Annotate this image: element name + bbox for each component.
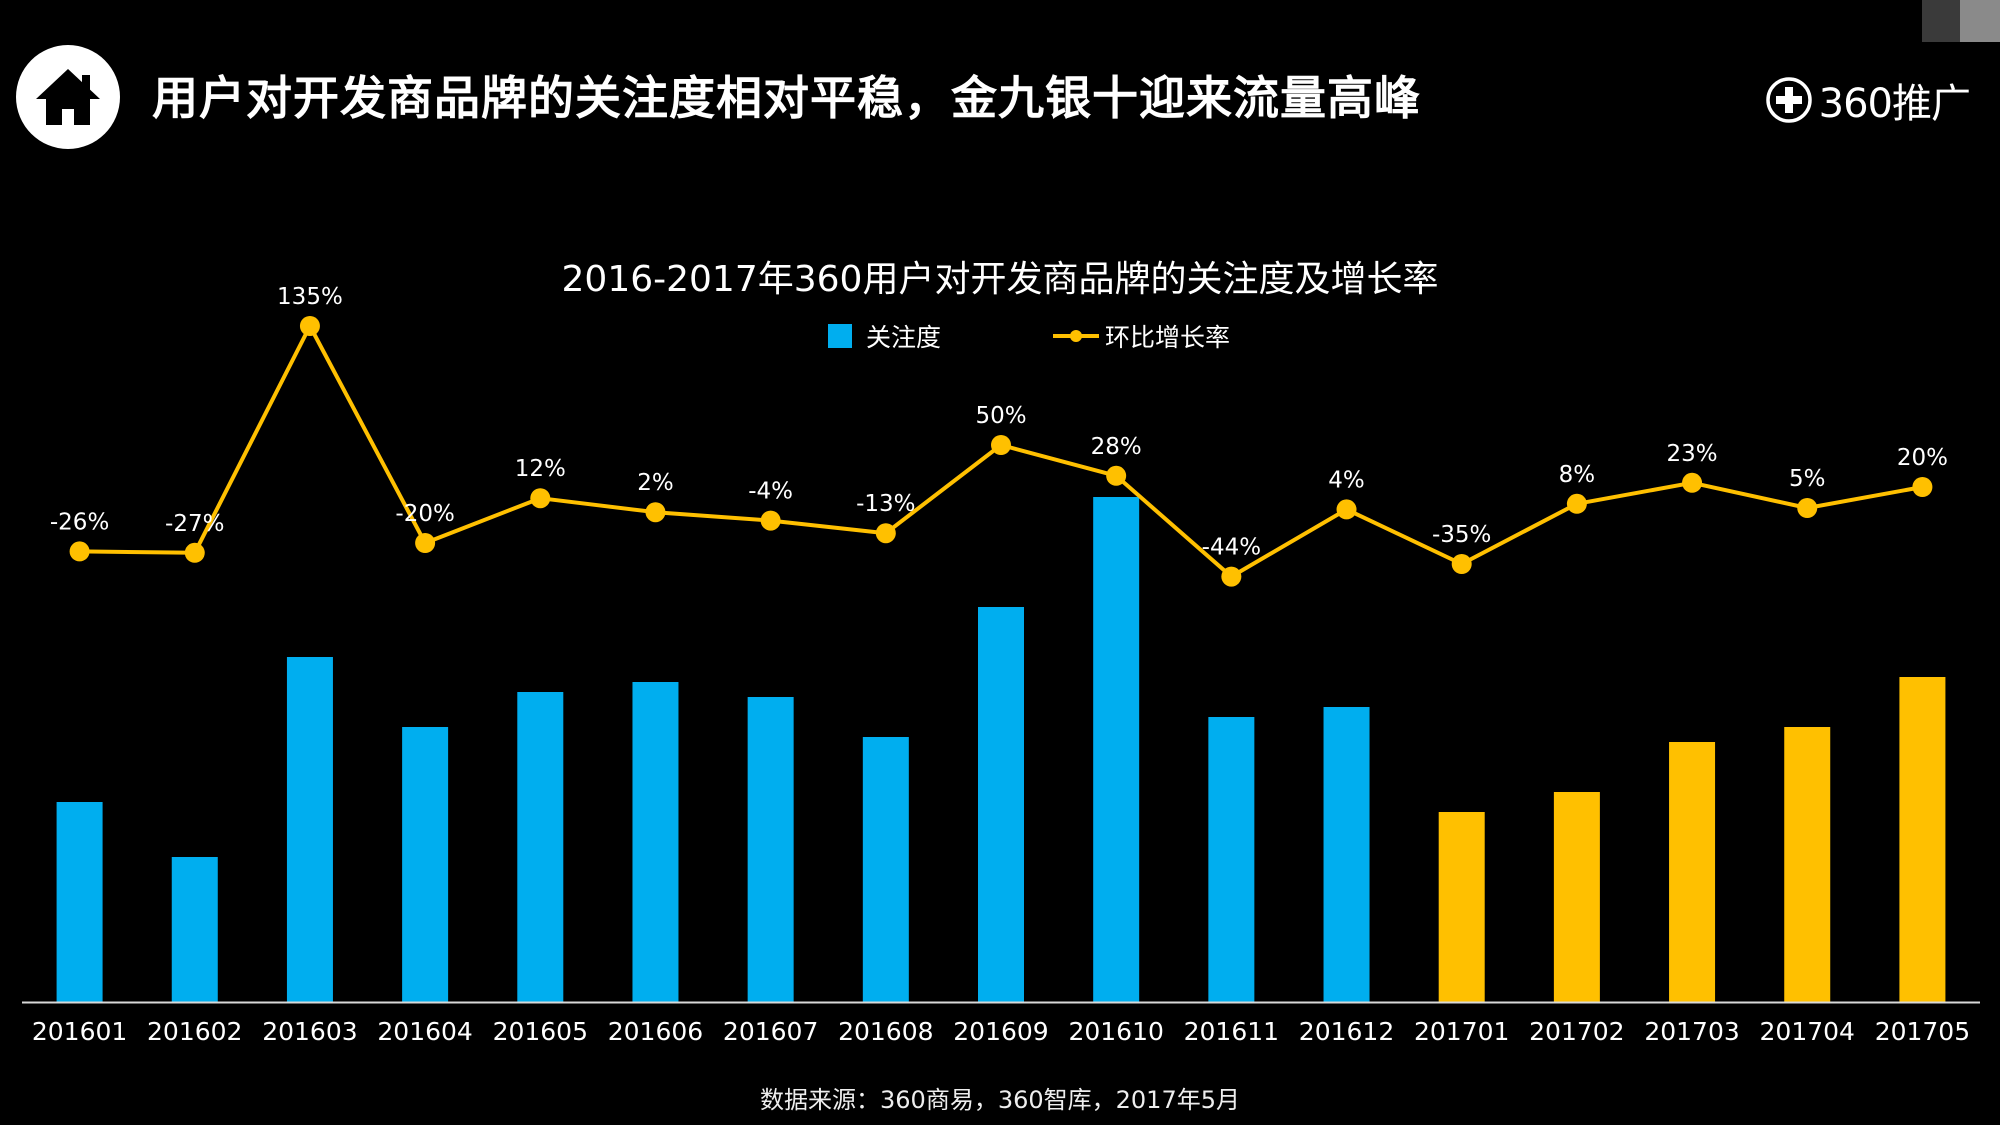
chart-title: 2016-2017年360用户对开发商品牌的关注度及增长率 <box>561 259 1439 300</box>
growth-label-201608: -13% <box>856 491 915 517</box>
growth-point-201608 <box>875 523 896 544</box>
bar-201610 <box>1093 497 1140 1002</box>
x-tick-label-201607: 201607 <box>723 1017 818 1046</box>
bar-201607 <box>747 697 794 1002</box>
bar-201611 <box>1208 717 1255 1002</box>
bar-201608 <box>862 737 909 1002</box>
x-tick-label-201703: 201703 <box>1644 1017 1739 1046</box>
x-tick-label-201606: 201606 <box>608 1017 703 1046</box>
x-tick-label-201602: 201602 <box>147 1017 242 1046</box>
bar-201703 <box>1669 742 1716 1002</box>
plus-circle-icon <box>1765 77 1812 123</box>
legend-swatch-bar <box>828 324 852 348</box>
growth-label-201705: 20% <box>1897 445 1948 471</box>
home-icon[interactable] <box>16 45 120 149</box>
x-tick-label-201705: 201705 <box>1875 1017 1970 1046</box>
growth-point-201604 <box>415 533 436 553</box>
growth-point-201610 <box>1106 465 1127 486</box>
growth-label-201601: -26% <box>50 509 109 535</box>
brand-logo: 360推广 <box>1765 72 1971 128</box>
bar-201702 <box>1553 792 1600 1002</box>
growth-label-201703: 23% <box>1666 441 1717 467</box>
growth-point-201703 <box>1682 472 1703 493</box>
data-source: 数据来源：360商易，360智库，2017年5月 <box>760 1086 1240 1114</box>
growth-point-201606 <box>645 502 666 523</box>
bar-201612 <box>1323 707 1370 1002</box>
growth-point-201702 <box>1566 493 1587 514</box>
x-tick-label-201601: 201601 <box>32 1017 127 1046</box>
growth-point-201705 <box>1912 477 1933 497</box>
growth-label-201610: 28% <box>1091 434 1142 460</box>
bar-201704 <box>1784 727 1831 1002</box>
x-tick-label-201605: 201605 <box>493 1017 588 1046</box>
growth-point-201612 <box>1336 499 1357 520</box>
growth-label-201701: -35% <box>1432 522 1491 548</box>
growth-point-201603 <box>299 316 320 336</box>
legend-item-line: 环比增长率 <box>1053 318 1230 354</box>
page-title: 用户对开发商品牌的关注度相对平稳，金九银十迎来流量高峰 <box>152 71 1421 125</box>
growth-label-201606: 2% <box>637 470 674 496</box>
bar-201601 <box>56 802 103 1002</box>
x-tick-label-201610: 201610 <box>1068 1017 1163 1046</box>
x-tick-label-201611: 201611 <box>1184 1017 1279 1046</box>
growth-point-201607 <box>760 510 781 531</box>
growth-point-201601 <box>69 541 90 562</box>
growth-point-201611 <box>1221 566 1242 587</box>
growth-label-201609: 50% <box>975 403 1026 429</box>
bar-201609 <box>978 607 1024 1002</box>
bar-201605 <box>517 692 564 1002</box>
growth-label-201702: 8% <box>1559 462 1596 488</box>
growth-point-201602 <box>184 542 205 563</box>
x-tick-label-201609: 201609 <box>953 1017 1048 1046</box>
x-tick-label-201612: 201612 <box>1299 1017 1394 1046</box>
bar-201602 <box>171 857 218 1002</box>
growth-label-201602: -27% <box>165 511 224 537</box>
legend-swatch-line <box>1053 330 1100 342</box>
growth-label-201607: -4% <box>748 479 793 505</box>
x-tick-label-201608: 201608 <box>838 1017 933 1046</box>
x-tick-label-201702: 201702 <box>1529 1017 1624 1046</box>
x-tick-label-201704: 201704 <box>1760 1017 1855 1046</box>
growth-point-201609 <box>991 435 1011 455</box>
legend-label-bar: 关注度 <box>866 323 942 352</box>
growth-label-201611: -44% <box>1202 535 1261 561</box>
bar-201604 <box>402 727 449 1002</box>
growth-label-201605: 12% <box>515 456 566 482</box>
legend-label-line: 环比增长率 <box>1105 323 1231 352</box>
bar-201606 <box>632 682 679 1002</box>
growth-point-201605 <box>530 488 551 509</box>
x-tick-label-201604: 201604 <box>377 1017 472 1046</box>
x-tick-label-201701: 201701 <box>1414 1017 1509 1046</box>
legend-item-bar: 关注度 <box>828 318 941 354</box>
brand-name: 360推广 <box>1818 81 1971 127</box>
bar-201705 <box>1899 677 1946 1002</box>
growth-label-201612: 4% <box>1328 467 1365 493</box>
growth-point-201701 <box>1451 554 1472 574</box>
bar-201701 <box>1438 812 1485 1002</box>
x-tick-label-201603: 201603 <box>262 1017 357 1046</box>
growth-label-201604: -20% <box>395 501 454 527</box>
bar-201603 <box>286 657 333 1002</box>
growth-label-201603: 135% <box>277 284 343 310</box>
growth-label-201704: 5% <box>1789 466 1826 492</box>
chart-legend: 关注度 环比增长率 <box>828 318 1230 354</box>
growth-point-201704 <box>1797 498 1818 518</box>
